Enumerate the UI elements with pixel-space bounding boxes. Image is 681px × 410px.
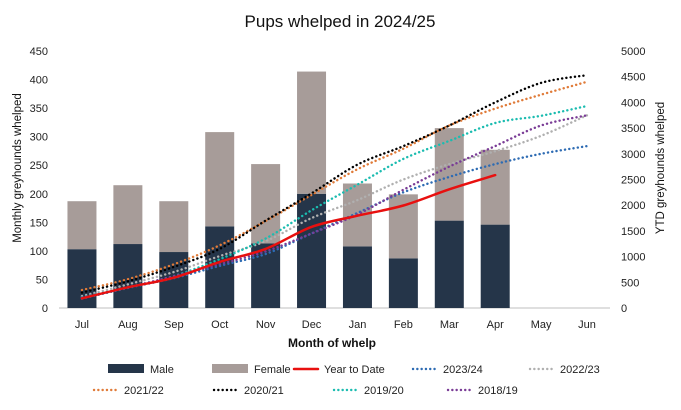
y-left-tick-label: 250 xyxy=(30,160,48,172)
y-right-tick-label: 0 xyxy=(621,303,627,315)
legend-label: 2023/24 xyxy=(443,364,483,376)
y-right-tick-label: 1500 xyxy=(621,226,645,238)
legend-label: Male xyxy=(150,364,174,376)
bar-female xyxy=(297,71,327,194)
y-right-tick-label: 3500 xyxy=(621,123,645,135)
axes-layer: 0501001502002503003504004500500100015002… xyxy=(30,46,646,331)
x-tick-label: Feb xyxy=(394,319,413,331)
x-tick-label: Jun xyxy=(578,319,596,331)
y-right-tick-label: 500 xyxy=(621,277,639,289)
legend-item: 2021/22 xyxy=(92,385,164,397)
x-tick-label: Sep xyxy=(164,319,184,331)
bar-female xyxy=(67,201,97,250)
bars-layer xyxy=(67,71,510,308)
bar-female xyxy=(205,132,235,227)
x-tick-label: Jan xyxy=(349,319,367,331)
bar-female xyxy=(159,201,189,253)
legend-label: Female xyxy=(254,364,291,376)
line-series-2022-23 xyxy=(80,114,589,298)
legend-item: 2022/23 xyxy=(528,364,600,376)
bar-male xyxy=(342,246,372,308)
bar-male xyxy=(434,220,464,308)
legend-item: 2018/19 xyxy=(446,385,518,397)
legend-swatch xyxy=(108,364,144,373)
bar-female xyxy=(480,149,510,225)
legend-item: 2023/24 xyxy=(411,364,483,376)
legend-swatch xyxy=(212,364,248,373)
bar-male xyxy=(297,193,327,308)
y-axis-right-label: YTD greyhounds whelped xyxy=(655,102,667,234)
bar-male xyxy=(205,226,235,308)
x-tick-label: Aug xyxy=(118,319,138,331)
legend-label: Year to Date xyxy=(324,364,385,376)
y-left-tick-label: 50 xyxy=(36,274,48,286)
x-axis-label: Month of whelp xyxy=(288,336,376,350)
legend-item: 2020/21 xyxy=(212,385,284,397)
legend-item: 2019/20 xyxy=(332,385,404,397)
x-tick-label: Jul xyxy=(75,319,89,331)
legend-label: 2021/22 xyxy=(124,385,164,397)
bar-male xyxy=(480,224,510,308)
legend-item: Male xyxy=(108,364,174,376)
bar-female xyxy=(113,185,143,245)
bar-female xyxy=(388,194,418,259)
y-left-tick-label: 150 xyxy=(30,217,48,229)
bar-female xyxy=(434,128,464,221)
y-axis-left-label: Monthly greyhounds whelped xyxy=(12,93,24,243)
legend-label: 2020/21 xyxy=(244,385,284,397)
y-right-tick-label: 2000 xyxy=(621,200,645,212)
lines-layer xyxy=(80,74,589,300)
y-left-tick-label: 200 xyxy=(30,189,48,201)
line-series-2021-22 xyxy=(80,80,589,292)
x-tick-label: Dec xyxy=(302,319,322,331)
legend-label: 2019/20 xyxy=(364,385,404,397)
bar-female xyxy=(251,164,281,244)
x-tick-label: Apr xyxy=(487,319,504,331)
line-series-2019-20 xyxy=(80,104,589,299)
bar-male xyxy=(113,244,143,308)
y-left-tick-label: 0 xyxy=(42,303,48,315)
line-series-2020-21 xyxy=(80,74,589,294)
legend-label: 2018/19 xyxy=(478,385,518,397)
line-series-year-to-date xyxy=(80,173,497,300)
y-left-tick-label: 300 xyxy=(30,132,48,144)
y-left-tick-label: 400 xyxy=(30,75,48,87)
y-right-tick-label: 2500 xyxy=(621,175,645,187)
legend: Male Female Year to Date 2023/24 2022/23 2021… xyxy=(92,364,600,397)
y-right-tick-label: 5000 xyxy=(621,46,645,58)
x-tick-label: Oct xyxy=(211,319,228,331)
line-series-2023-24 xyxy=(80,144,589,300)
y-left-tick-label: 350 xyxy=(30,103,48,115)
y-left-tick-label: 100 xyxy=(30,246,48,258)
legend-item: Year to Date xyxy=(292,364,385,376)
x-tick-label: May xyxy=(531,319,552,331)
x-tick-label: Nov xyxy=(256,319,276,331)
y-right-tick-label: 1000 xyxy=(621,252,645,264)
x-tick-label: Mar xyxy=(440,319,459,331)
y-left-tick-label: 450 xyxy=(30,46,48,58)
line-series-2018-19 xyxy=(80,114,589,299)
y-right-tick-label: 4000 xyxy=(621,97,645,109)
bar-male xyxy=(388,258,418,308)
y-right-tick-label: 3000 xyxy=(621,149,645,161)
legend-label: 2022/23 xyxy=(560,364,600,376)
chart-title: Pups whelped in 2024/25 xyxy=(245,12,436,31)
legend-item: Female xyxy=(212,364,291,376)
y-right-tick-label: 4500 xyxy=(621,72,645,84)
